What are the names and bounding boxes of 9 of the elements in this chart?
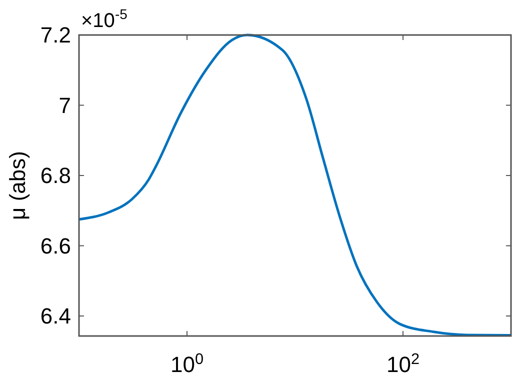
y-tick-label: 6.4	[40, 304, 71, 329]
y-tick-label: 7	[58, 92, 71, 118]
y-axis-title: μ (abs)	[5, 151, 30, 220]
x-tick-label: 10$^{2}$	[386, 350, 420, 377]
y-tick-label: 6.8	[40, 163, 71, 188]
text: ×10$^{-5}$	[81, 6, 128, 32]
y-tick-label: 6.6	[40, 233, 71, 258]
x-tick-label: 10$^{0}$	[170, 350, 204, 377]
y-tick-label: 7.2	[40, 22, 71, 48]
